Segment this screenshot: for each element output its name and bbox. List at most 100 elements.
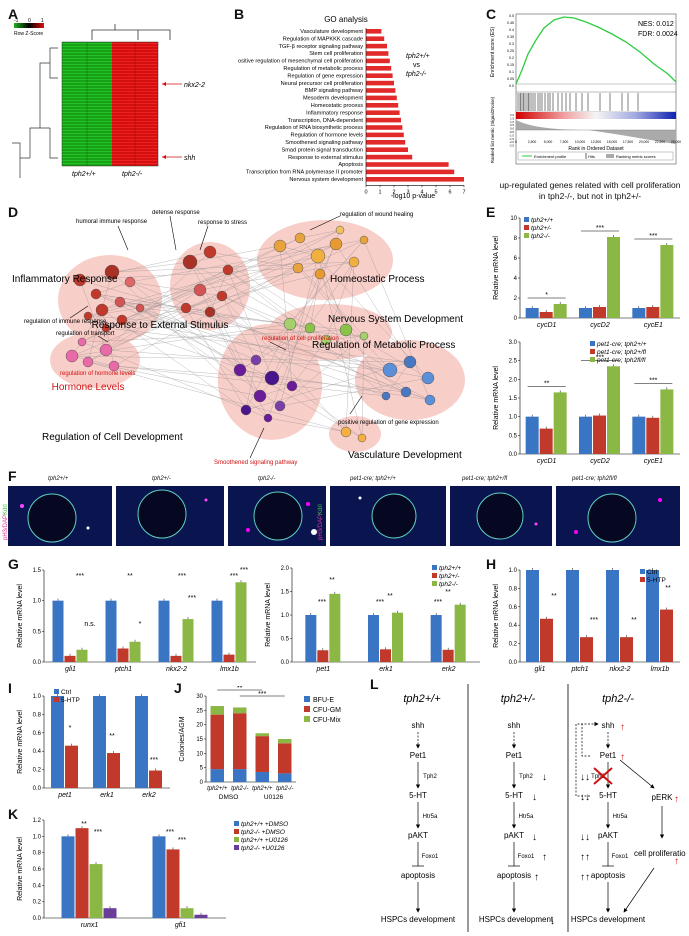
column-header: tph2-/- bbox=[602, 693, 634, 705]
svg-text:↑: ↑ bbox=[620, 722, 625, 733]
significance-mark: n.s. bbox=[84, 621, 95, 628]
bar bbox=[606, 570, 619, 662]
node-hspcs: HSPCs development bbox=[571, 915, 646, 924]
legend-label: 5-HTP bbox=[61, 697, 80, 704]
tick-label: 1 bbox=[378, 189, 381, 195]
category-label: Homeostatic process bbox=[311, 103, 363, 109]
treatment-label: U0126 bbox=[264, 794, 284, 801]
stacked-bar-segment bbox=[233, 707, 247, 714]
legend-swatch bbox=[524, 217, 529, 222]
knockout-cross bbox=[593, 767, 613, 785]
network-node bbox=[233, 363, 247, 377]
column-header: tph2+/- bbox=[501, 693, 536, 705]
tick-label: 0.5 bbox=[509, 433, 518, 439]
category-label: cycD1 bbox=[537, 458, 557, 465]
network-edge bbox=[345, 261, 355, 433]
category-label: cycD2 bbox=[590, 458, 610, 465]
cluster-label: Inflammatory Response bbox=[12, 274, 118, 285]
legend-swatch bbox=[432, 565, 437, 570]
network-edge bbox=[227, 269, 273, 379]
legend-swatch bbox=[524, 225, 529, 230]
category-label: ptch1 bbox=[570, 666, 588, 673]
panel-g-chart-2: 0.0 0.5 1.0 1.5 2.0 Relative mRNA level pet1 er… bbox=[265, 565, 480, 673]
legend-label: BFU-E bbox=[313, 697, 334, 704]
node-apoptosis: apoptosis bbox=[591, 871, 625, 880]
stacked-bar-segment bbox=[210, 769, 224, 782]
network-node bbox=[180, 302, 192, 314]
node-apoptosis: apoptosis bbox=[497, 871, 531, 880]
network-edge bbox=[81, 237, 301, 343]
tick-label: 0 bbox=[200, 780, 204, 786]
tick-label: 12,500 bbox=[591, 140, 601, 144]
tick-label: 0.4 bbox=[509, 623, 518, 629]
tick-label: 1.5 bbox=[509, 396, 518, 402]
network-node bbox=[359, 235, 369, 245]
network-edge bbox=[113, 365, 387, 397]
micrograph bbox=[116, 486, 224, 546]
bar bbox=[539, 312, 553, 318]
cluster-blob bbox=[257, 220, 393, 300]
network-node bbox=[203, 245, 217, 259]
legend-label: pet1-cre; tph2fl/fl bbox=[596, 357, 646, 364]
legend-label: Row Z-Score bbox=[14, 31, 43, 37]
stain-label: pH3/DAPI bbox=[318, 513, 324, 540]
go-bar bbox=[366, 125, 403, 130]
panel-letter-f: F bbox=[8, 468, 17, 484]
significance-mark: *** bbox=[596, 225, 604, 232]
y-axis-label-top: Enrichment score (ES) bbox=[490, 27, 496, 78]
legend-swatch bbox=[54, 697, 59, 702]
legend-swatch bbox=[590, 349, 595, 354]
up-arrows-red: ↑ ↑ ↑ ↑ bbox=[620, 722, 679, 867]
node-5ht: 5-HT bbox=[505, 791, 523, 800]
category-label: Smad protein signal transduction bbox=[282, 147, 363, 153]
network-node bbox=[314, 268, 326, 280]
svg-text:↑: ↑ bbox=[620, 752, 625, 763]
tick-label: 0.15 bbox=[507, 63, 514, 67]
svg-text:↑: ↑ bbox=[674, 794, 679, 805]
legend-label: tph2-/- +DMSO bbox=[241, 829, 285, 836]
network-edge bbox=[105, 267, 299, 351]
tick-label: 0.8 bbox=[33, 851, 42, 857]
tick-label: 6 bbox=[514, 256, 518, 262]
network-edge bbox=[95, 293, 273, 379]
panel-e-chart-1: 0 2 4 6 8 10 Relative mRNA level cycD1 cycD2 cycE… bbox=[493, 216, 680, 329]
bar bbox=[51, 696, 64, 788]
category-label: Mesoderm development bbox=[303, 96, 363, 102]
bar bbox=[64, 655, 76, 662]
network-node bbox=[222, 264, 234, 276]
legend-swatch bbox=[304, 716, 310, 722]
cluster-label: Response to External Stimulus bbox=[92, 320, 229, 331]
legend-swatch bbox=[432, 581, 437, 586]
node-apoptosis: apoptosis bbox=[401, 871, 435, 880]
tick-label: 0.2 bbox=[509, 56, 514, 60]
bar bbox=[166, 849, 180, 918]
tick-label: 30 bbox=[196, 694, 203, 700]
legend-label: tph2-/- bbox=[439, 581, 459, 588]
cluster-label: Vasculature Development bbox=[348, 450, 462, 461]
panel-letter-c: C bbox=[486, 6, 497, 22]
panel-letter-e: E bbox=[486, 204, 496, 220]
ranking-metric-negative bbox=[588, 130, 676, 144]
category-label: erk2 bbox=[142, 792, 156, 799]
color-scale-bar bbox=[14, 23, 44, 28]
category-label: erk2 bbox=[442, 666, 456, 673]
legend-label: tph2+/- bbox=[531, 225, 552, 232]
nes-text: NES: 0.012 bbox=[638, 21, 674, 28]
bar bbox=[93, 696, 106, 788]
legend-swatch bbox=[590, 341, 595, 346]
network-edge bbox=[185, 307, 247, 411]
significance-mark: ** bbox=[109, 733, 115, 740]
network-edge bbox=[267, 229, 341, 419]
panel-letter-k: K bbox=[8, 806, 19, 822]
ranking-metric-positive bbox=[516, 120, 588, 130]
legend-label: CFU-GM bbox=[313, 707, 341, 714]
bar bbox=[660, 609, 673, 662]
network-node bbox=[339, 323, 353, 337]
network-node bbox=[400, 386, 412, 398]
tick-label: 0.45 bbox=[507, 21, 514, 25]
network-edge bbox=[299, 229, 341, 239]
annotation-label: Smoothened signaling pathway bbox=[214, 460, 297, 466]
panel-letter-a: A bbox=[8, 6, 19, 22]
node-pet1: Pet1 bbox=[600, 751, 617, 760]
